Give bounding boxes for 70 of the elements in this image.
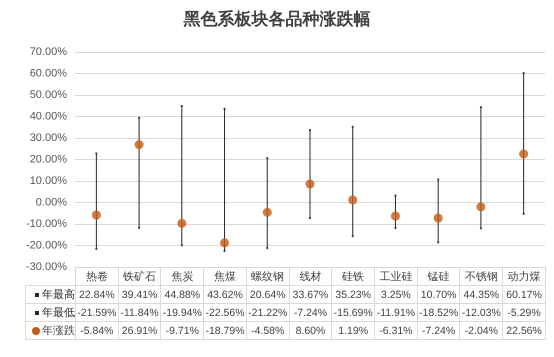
data-label: -21.59% — [76, 304, 118, 322]
y-tick-label: -30.00% — [26, 261, 68, 273]
data-label: -12.03% — [460, 304, 503, 322]
data-label: 1.19% — [332, 322, 375, 340]
data-label: -11.84% — [118, 304, 161, 322]
point — [390, 212, 400, 221]
point — [348, 195, 358, 204]
data-label: 43.62% — [204, 286, 246, 304]
y-tick-label: -20.00% — [26, 240, 68, 252]
x-tick-label: 不锈钢 — [460, 268, 503, 286]
data-label: -6.31% — [374, 322, 418, 340]
data-label: 44.35% — [460, 286, 503, 304]
y-tick-label: 20.00% — [30, 154, 68, 166]
point — [262, 208, 272, 217]
data-label: 60.17% — [502, 286, 546, 304]
point — [220, 238, 230, 248]
data-label: 20.64% — [246, 286, 290, 304]
y-tick-label: 10.00% — [30, 175, 68, 187]
chart-title: 黑色系板块各品种涨跌幅 — [182, 10, 370, 30]
y-tick-label: 50.00% — [30, 89, 68, 101]
y-tick-label: 70.00% — [30, 46, 68, 58]
y-tick-label: 30.00% — [30, 132, 68, 144]
data-label: 22.56% — [502, 322, 546, 340]
x-tick-label: 硅铁 — [332, 268, 375, 286]
y-tick-label: 40.00% — [30, 110, 68, 122]
point — [434, 214, 443, 223]
data-label: 8.60% — [289, 322, 332, 340]
data-label: -18.52% — [417, 304, 460, 322]
data-label: 10.70% — [417, 286, 460, 304]
data-label: -22.56% — [204, 304, 246, 322]
data-label: 33.67% — [289, 286, 332, 304]
x-tick-label: 焦煤 — [204, 268, 246, 286]
x-tick-label: 铁矿石 — [118, 268, 161, 286]
x-tick-label: 热卷 — [76, 268, 118, 286]
data-label: 26.91% — [118, 322, 161, 340]
data-label: -21.22% — [246, 304, 290, 322]
data-label: -5.84% — [76, 322, 118, 340]
data-label: -2.04% — [460, 322, 503, 340]
data-label: 22.84% — [76, 286, 118, 304]
legend-label: 年最低 — [42, 307, 75, 319]
data-label: -19.94% — [160, 304, 204, 322]
point — [519, 150, 528, 158]
x-tick-label: 动力煤 — [502, 268, 546, 286]
y-tick-label: -10.00% — [26, 218, 68, 230]
data-label: -18.79% — [204, 322, 246, 340]
legend-label: 年最高 — [42, 289, 75, 301]
point — [92, 210, 101, 220]
data-label: 39.41% — [118, 286, 161, 304]
data-label: -7.24% — [289, 304, 332, 322]
point — [476, 202, 486, 212]
point — [306, 180, 314, 189]
data-label: 3.25% — [374, 286, 418, 304]
data-label: 44.88% — [160, 286, 204, 304]
x-tick-label: 螺纹钢 — [246, 268, 290, 286]
data-label: -11.91% — [374, 304, 418, 322]
x-tick-label: 线材 — [289, 268, 332, 286]
legend-label: 年涨跌 — [42, 325, 75, 337]
data-label: -7.24% — [417, 322, 460, 340]
data-label: 35.23% — [332, 286, 375, 304]
x-tick-label: 锰硅 — [417, 268, 460, 286]
data-label: -9.71% — [160, 322, 204, 340]
data-label: -15.69% — [332, 304, 375, 322]
y-tick-label: 60.00% — [30, 68, 68, 80]
x-tick-label: 工业硅 — [374, 268, 418, 286]
y-tick-label: 0.00% — [36, 196, 68, 208]
data-label: -5.29% — [502, 304, 546, 322]
data-label: -4.58% — [246, 322, 290, 340]
point — [177, 218, 186, 228]
point — [134, 140, 144, 150]
x-tick-label: 焦炭 — [160, 268, 204, 286]
